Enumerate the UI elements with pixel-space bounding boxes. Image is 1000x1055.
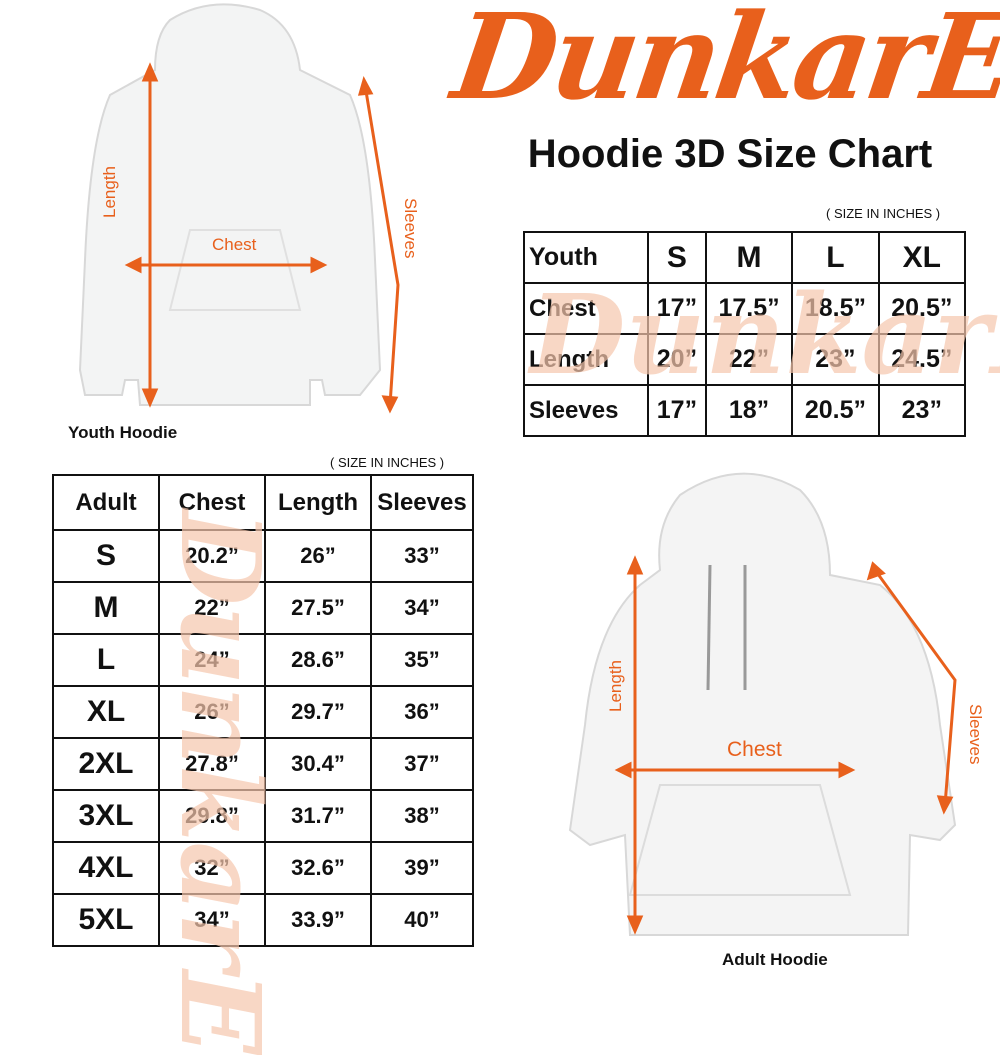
row-label: 4XL [52, 841, 160, 895]
table-cell: 22” [158, 581, 266, 635]
header-cell: Youth [523, 231, 649, 284]
adult-units-note: ( SIZE IN INCHES ) [330, 455, 445, 470]
youth-size-table: Youth S M L XL Chest 17” 17.5” 18.5” 20.… [523, 231, 967, 437]
table-cell: 30.4” [264, 737, 372, 791]
table-cell: 32.6” [264, 841, 372, 895]
table-cell: 17” [647, 384, 707, 437]
row-label: Length [523, 333, 649, 386]
table-cell: 28.6” [264, 633, 372, 687]
table-row: 5XL 34” 33.9” 40” [52, 893, 474, 947]
table-cell: 24” [158, 633, 266, 687]
adult-sleeves-label: Sleeves [966, 704, 985, 765]
row-label: 2XL [52, 737, 160, 791]
table-cell: 39” [370, 841, 474, 895]
table-cell: 34” [158, 893, 266, 947]
table-cell: 20.2” [158, 529, 266, 583]
table-cell: 20” [647, 333, 707, 386]
table-cell: 17.5” [704, 282, 794, 335]
table-cell: 29.7” [264, 685, 372, 739]
table-cell: 27.8” [158, 737, 266, 791]
table-cell: 29.8” [158, 789, 266, 843]
header-cell: Adult [52, 474, 160, 531]
row-label: M [52, 581, 160, 635]
row-label: Chest [523, 282, 649, 335]
table-row: 2XL 27.8” 30.4” 37” [52, 737, 474, 791]
table-cell: 34” [370, 581, 474, 635]
table-row: XL 26” 29.7” 36” [52, 685, 474, 739]
table-cell: 24.5” [877, 333, 967, 386]
table-cell: 33” [370, 529, 474, 583]
header-cell: L [791, 231, 880, 284]
table-row: 3XL 29.8” 31.7” 38” [52, 789, 474, 843]
table-cell: 22” [704, 333, 794, 386]
table-cell: 26” [264, 529, 372, 583]
table-cell: 40” [370, 893, 474, 947]
youth-units-note: ( SIZE IN INCHES ) [826, 206, 941, 221]
table-cell: 20.5” [877, 282, 967, 335]
youth-chest-label: Chest [212, 235, 257, 254]
youth-hoodie-caption: Youth Hoodie [68, 423, 178, 442]
header-cell: Length [264, 474, 372, 531]
table-row: Sleeves 17” 18” 20.5” 23” [523, 384, 967, 437]
adult-length-label: Length [606, 660, 625, 712]
adult-hoodie-caption: Adult Hoodie [722, 950, 828, 969]
row-label: Sleeves [523, 384, 649, 437]
header-cell: Sleeves [370, 474, 474, 531]
table-cell: 35” [370, 633, 474, 687]
table-header-row: Youth S M L XL [523, 231, 967, 284]
header-cell: XL [877, 231, 967, 284]
youth-sleeves-label: Sleeves [401, 198, 420, 259]
table-cell: 18.5” [791, 282, 880, 335]
adult-chest-label: Chest [727, 738, 782, 761]
row-label: 5XL [52, 893, 160, 947]
table-row: M 22” 27.5” 34” [52, 581, 474, 635]
table-header-row: Adult Chest Length Sleeves [52, 474, 474, 531]
table-cell: 23” [877, 384, 967, 437]
adult-size-table: Adult Chest Length Sleeves S 20.2” 26” 33” M… [52, 474, 474, 947]
table-cell: 17” [647, 282, 707, 335]
table-cell: 27.5” [264, 581, 372, 635]
row-label: XL [52, 685, 160, 739]
table-cell: 32” [158, 841, 266, 895]
row-label: S [52, 529, 160, 583]
header-cell: Chest [158, 474, 266, 531]
table-cell: 33.9” [264, 893, 372, 947]
brand-logo: DunkarE [445, 0, 1000, 126]
youth-length-label: Length [100, 166, 119, 218]
table-cell: 37” [370, 737, 474, 791]
table-row: S 20.2” 26” 33” [52, 529, 474, 583]
table-cell: 18” [704, 384, 794, 437]
table-row: Chest 17” 17.5” 18.5” 20.5” [523, 282, 967, 335]
table-cell: 38” [370, 789, 474, 843]
table-cell: 26” [158, 685, 266, 739]
adult-hoodie-image [568, 472, 957, 936]
page-title: Hoodie 3D Size Chart [527, 132, 933, 176]
table-row: L 24” 28.6” 35” [52, 633, 474, 687]
table-cell: 20.5” [791, 384, 880, 437]
header-cell: M [704, 231, 794, 284]
row-label: L [52, 633, 160, 687]
youth-hoodie-image [78, 3, 400, 414]
row-label: 3XL [52, 789, 160, 843]
table-cell: 31.7” [264, 789, 372, 843]
table-cell: 23” [791, 333, 880, 386]
header-cell: S [647, 231, 707, 284]
table-row: Length 20” 22” 23” 24.5” [523, 333, 967, 386]
table-cell: 36” [370, 685, 474, 739]
table-row: 4XL 32” 32.6” 39” [52, 841, 474, 895]
